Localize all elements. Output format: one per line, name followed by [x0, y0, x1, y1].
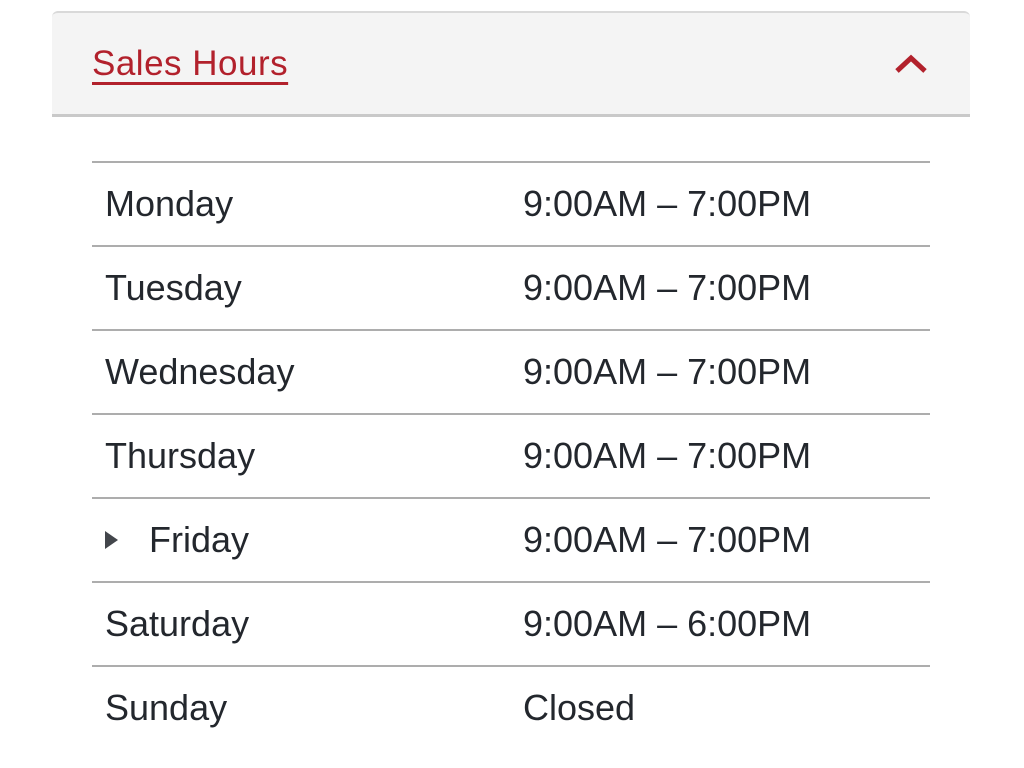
table-row: Monday 9:00AM – 7:00PM — [92, 161, 930, 245]
hours-value: Closed — [523, 687, 636, 728]
hours-value: 9:00AM – 7:00PM — [523, 351, 812, 392]
table-row: Sunday Closed — [92, 665, 930, 749]
table-row: Thursday 9:00AM – 7:00PM — [92, 413, 930, 497]
chevron-up-icon[interactable] — [894, 53, 928, 75]
hours-value: 9:00AM – 7:00PM — [523, 267, 812, 308]
day-label: Sunday — [105, 687, 228, 728]
hours-value: 9:00AM – 7:00PM — [523, 519, 812, 560]
sales-hours-header[interactable]: Sales Hours — [52, 11, 970, 117]
day-cell: Monday — [92, 183, 523, 225]
hours-value: 9:00AM – 6:00PM — [523, 603, 812, 644]
table-row: Saturday 9:00AM – 6:00PM — [92, 581, 930, 665]
day-cell: Saturday — [92, 603, 523, 645]
hours-table: Monday 9:00AM – 7:00PM Tuesday 9:00AM – … — [92, 161, 930, 749]
day-label: Friday — [149, 519, 250, 560]
day-label: Thursday — [105, 435, 256, 476]
day-cell: Tuesday — [92, 267, 523, 309]
hours-value: 9:00AM – 7:00PM — [523, 435, 812, 476]
day-label: Wednesday — [105, 351, 295, 392]
sales-hours-title-link[interactable]: Sales Hours — [92, 43, 289, 83]
table-row: Friday 9:00AM – 7:00PM — [92, 497, 930, 581]
day-cell: Wednesday — [92, 351, 523, 393]
day-label: Tuesday — [105, 267, 242, 308]
table-row: Wednesday 9:00AM – 7:00PM — [92, 329, 930, 413]
day-cell: Thursday — [92, 435, 523, 477]
sales-hours-accordion: Sales Hours Monday 9:00AM – 7:00PM Tuesd… — [52, 11, 970, 749]
day-cell: Friday — [92, 519, 523, 561]
day-cell: Sunday — [92, 687, 523, 729]
day-label: Saturday — [105, 603, 250, 644]
table-row: Tuesday 9:00AM – 7:00PM — [92, 245, 930, 329]
day-label: Monday — [105, 183, 234, 224]
hours-value: 9:00AM – 7:00PM — [523, 183, 812, 224]
today-marker-icon — [105, 531, 118, 549]
